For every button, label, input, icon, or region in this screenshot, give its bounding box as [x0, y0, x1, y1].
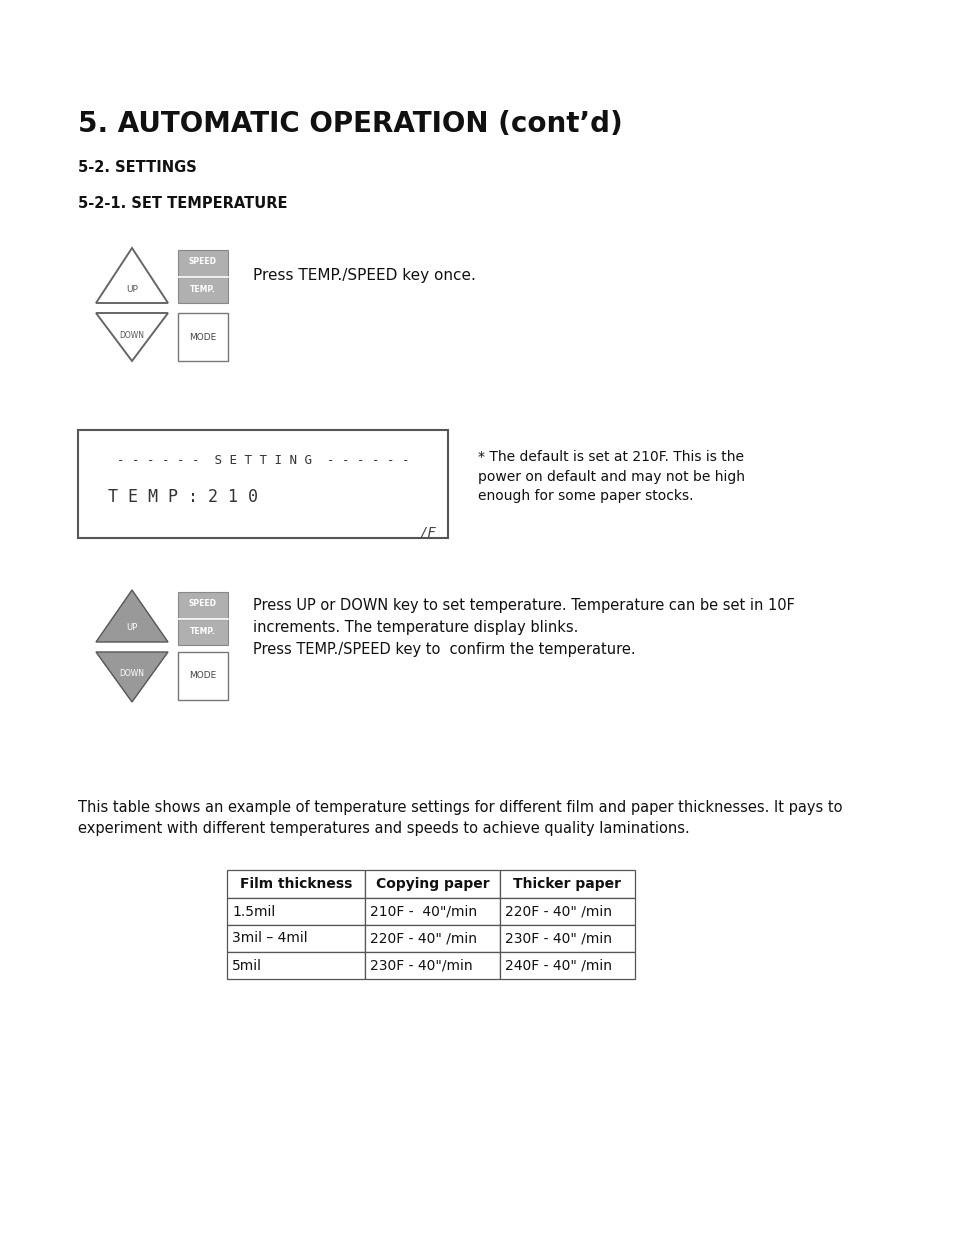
Text: 5mil: 5mil [232, 958, 262, 972]
Text: Thicker paper: Thicker paper [513, 877, 620, 890]
FancyBboxPatch shape [178, 312, 228, 361]
FancyBboxPatch shape [499, 869, 635, 898]
FancyBboxPatch shape [78, 430, 448, 538]
FancyBboxPatch shape [499, 925, 635, 952]
FancyBboxPatch shape [499, 898, 635, 925]
FancyBboxPatch shape [365, 925, 499, 952]
Text: TEMP.: TEMP. [190, 627, 215, 636]
FancyBboxPatch shape [227, 898, 365, 925]
FancyBboxPatch shape [227, 869, 365, 898]
Text: MODE: MODE [190, 332, 216, 342]
Text: - - - - - -  S E T T I N G  - - - - - -: - - - - - - S E T T I N G - - - - - - [116, 454, 409, 467]
FancyBboxPatch shape [365, 869, 499, 898]
FancyBboxPatch shape [178, 249, 228, 277]
Text: 1.5mil: 1.5mil [232, 904, 275, 919]
FancyBboxPatch shape [178, 592, 228, 619]
FancyBboxPatch shape [365, 952, 499, 979]
Text: SPEED: SPEED [189, 258, 216, 267]
FancyBboxPatch shape [365, 898, 499, 925]
FancyBboxPatch shape [227, 952, 365, 979]
Text: 230F - 40" /min: 230F - 40" /min [504, 931, 612, 946]
Text: UP: UP [126, 624, 137, 632]
Text: SPEED: SPEED [189, 599, 216, 609]
Text: 3mil – 4mil: 3mil – 4mil [232, 931, 307, 946]
Text: * The default is set at 210F. This is the
power on default and may not be high
e: * The default is set at 210F. This is th… [477, 450, 744, 503]
Text: T E M P : 2 1 0: T E M P : 2 1 0 [108, 488, 257, 506]
Text: TEMP.: TEMP. [190, 285, 215, 294]
FancyBboxPatch shape [227, 925, 365, 952]
Text: DOWN: DOWN [119, 669, 144, 678]
Text: 240F - 40" /min: 240F - 40" /min [504, 958, 612, 972]
Text: 5. AUTOMATIC OPERATION (cont’d): 5. AUTOMATIC OPERATION (cont’d) [78, 110, 622, 138]
Text: UP: UP [126, 285, 138, 294]
Text: 210F -  40"/min: 210F - 40"/min [370, 904, 476, 919]
Text: Press UP or DOWN key to set temperature. Temperature can be set in 10F
increment: Press UP or DOWN key to set temperature.… [253, 598, 794, 657]
Text: 5-2-1. SET TEMPERATURE: 5-2-1. SET TEMPERATURE [78, 196, 287, 211]
Text: Film thickness: Film thickness [239, 877, 352, 890]
FancyBboxPatch shape [499, 952, 635, 979]
Text: 220F - 40" /min: 220F - 40" /min [504, 904, 612, 919]
Text: 5-2. SETTINGS: 5-2. SETTINGS [78, 161, 196, 175]
Text: Press TEMP./SPEED key once.: Press TEMP./SPEED key once. [253, 268, 476, 283]
Text: MODE: MODE [190, 672, 216, 680]
Text: /F: /F [419, 525, 436, 538]
Text: Copying paper: Copying paper [375, 877, 489, 890]
Text: DOWN: DOWN [119, 331, 144, 340]
FancyBboxPatch shape [178, 619, 228, 645]
Text: 230F - 40"/min: 230F - 40"/min [370, 958, 472, 972]
Text: This table shows an example of temperature settings for different film and paper: This table shows an example of temperatu… [78, 800, 841, 836]
Polygon shape [96, 652, 168, 701]
FancyBboxPatch shape [178, 652, 228, 700]
FancyBboxPatch shape [178, 277, 228, 303]
Polygon shape [96, 590, 168, 642]
Text: 220F - 40" /min: 220F - 40" /min [370, 931, 476, 946]
